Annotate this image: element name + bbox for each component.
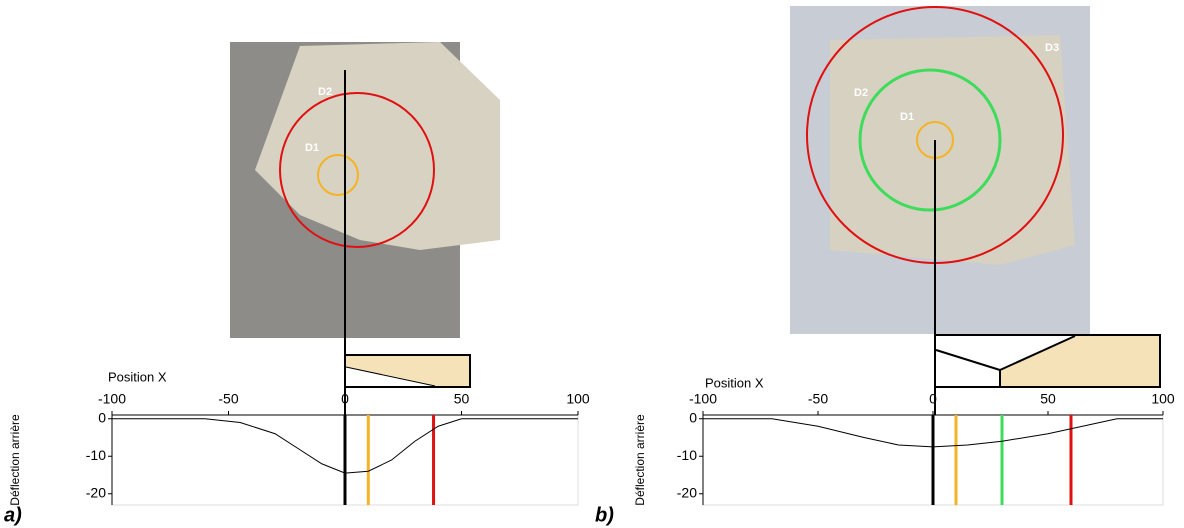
panel-label: a) bbox=[4, 504, 22, 526]
x-tick-label: -50 bbox=[808, 391, 828, 407]
annotation: D1 bbox=[305, 142, 319, 154]
x-tick-label: 100 bbox=[1151, 391, 1175, 407]
y-tick-label: -20 bbox=[86, 484, 106, 500]
figure: D2 D1 D3 D2 D1 Position X Déflection arri… bbox=[0, 0, 1184, 528]
x-axis-label: Position X bbox=[705, 375, 764, 390]
annotation: D1 bbox=[900, 111, 914, 123]
x-tick-label: 0 bbox=[929, 391, 937, 407]
cross-section-b bbox=[935, 335, 1160, 387]
x-tick-label: 50 bbox=[1040, 391, 1056, 407]
x-axis-label: Position X bbox=[108, 369, 167, 384]
y-axis-label: Déflection arrière bbox=[633, 414, 647, 506]
y-tick-label: 0 bbox=[98, 409, 106, 425]
y-tick-label: -20 bbox=[677, 484, 697, 500]
annotation: D2 bbox=[318, 86, 332, 98]
y-axis-label: Déflection arrière bbox=[8, 414, 22, 506]
y-tick-label: -10 bbox=[86, 447, 106, 463]
y-tick-label: -10 bbox=[677, 447, 697, 463]
cross-section-a bbox=[345, 355, 470, 387]
annotation: D3 bbox=[1045, 42, 1059, 54]
annotation: D2 bbox=[854, 87, 868, 99]
x-tick-label: 0 bbox=[341, 391, 349, 407]
x-tick-label: 50 bbox=[454, 391, 470, 407]
x-tick-label: -100 bbox=[98, 391, 126, 407]
x-tick-label: -50 bbox=[218, 391, 238, 407]
x-tick-label: -100 bbox=[689, 391, 717, 407]
x-tick-label: 100 bbox=[566, 391, 590, 407]
panel-label: b) bbox=[595, 504, 614, 526]
y-tick-label: 0 bbox=[689, 409, 697, 425]
